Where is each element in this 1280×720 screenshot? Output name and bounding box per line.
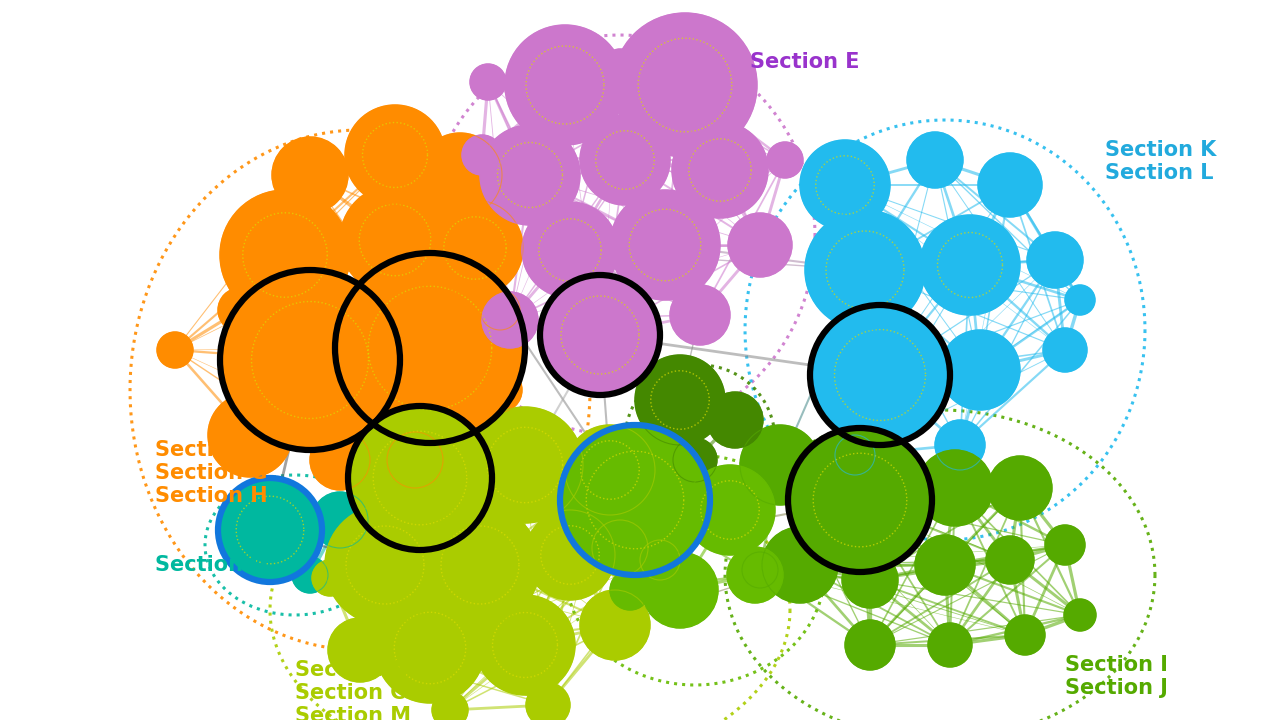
Circle shape <box>433 692 468 720</box>
Circle shape <box>1044 525 1085 565</box>
Circle shape <box>506 25 625 145</box>
Circle shape <box>916 450 993 526</box>
Text: Section A
Section C
Section M: Section A Section C Section M <box>294 660 411 720</box>
Circle shape <box>740 425 820 505</box>
Circle shape <box>480 290 520 330</box>
Circle shape <box>805 210 925 330</box>
Circle shape <box>742 552 778 588</box>
Circle shape <box>1005 615 1044 655</box>
Circle shape <box>685 465 774 555</box>
Circle shape <box>1027 232 1083 288</box>
Circle shape <box>611 570 650 610</box>
Circle shape <box>328 618 392 682</box>
Circle shape <box>767 142 803 178</box>
Circle shape <box>908 132 963 188</box>
Circle shape <box>335 253 525 443</box>
Circle shape <box>845 620 895 670</box>
Circle shape <box>420 505 540 625</box>
Circle shape <box>475 595 575 695</box>
Circle shape <box>561 425 710 575</box>
Circle shape <box>312 560 348 596</box>
Circle shape <box>986 536 1034 584</box>
Circle shape <box>611 190 719 300</box>
Circle shape <box>220 270 399 450</box>
Circle shape <box>604 49 636 81</box>
Circle shape <box>273 137 348 213</box>
Circle shape <box>525 510 614 600</box>
Circle shape <box>788 428 932 572</box>
Circle shape <box>673 438 717 482</box>
Circle shape <box>580 115 669 205</box>
Text: Section I
Section J: Section I Section J <box>1065 655 1167 698</box>
Circle shape <box>310 430 370 490</box>
Circle shape <box>467 407 582 523</box>
Circle shape <box>978 153 1042 217</box>
Circle shape <box>387 432 443 488</box>
Circle shape <box>643 552 718 628</box>
Circle shape <box>340 185 451 295</box>
Circle shape <box>669 285 730 345</box>
Circle shape <box>800 140 890 230</box>
Circle shape <box>346 105 445 205</box>
Circle shape <box>835 435 876 475</box>
Circle shape <box>934 420 986 470</box>
Circle shape <box>540 275 660 395</box>
Circle shape <box>220 190 349 320</box>
Text: Section E: Section E <box>750 52 859 72</box>
Circle shape <box>564 425 655 515</box>
Circle shape <box>218 478 323 582</box>
Circle shape <box>312 492 369 548</box>
Circle shape <box>483 292 538 348</box>
Circle shape <box>218 288 262 332</box>
Circle shape <box>480 125 580 225</box>
Circle shape <box>428 200 524 296</box>
Circle shape <box>1065 285 1094 315</box>
Circle shape <box>762 527 838 603</box>
Circle shape <box>1064 599 1096 631</box>
Circle shape <box>920 215 1020 315</box>
Circle shape <box>462 135 502 175</box>
Circle shape <box>727 547 783 603</box>
Circle shape <box>1043 328 1087 372</box>
Circle shape <box>613 13 756 157</box>
Text: Section D: Section D <box>155 555 268 575</box>
Circle shape <box>157 332 193 368</box>
Circle shape <box>477 368 522 412</box>
Circle shape <box>707 392 763 448</box>
Circle shape <box>375 593 485 703</box>
Circle shape <box>728 213 792 277</box>
Circle shape <box>325 505 445 625</box>
Circle shape <box>672 122 768 218</box>
Circle shape <box>470 64 506 100</box>
Circle shape <box>842 552 899 608</box>
Circle shape <box>580 590 650 660</box>
Circle shape <box>928 623 972 667</box>
Circle shape <box>810 305 950 445</box>
Circle shape <box>591 520 648 576</box>
Circle shape <box>419 133 502 217</box>
Circle shape <box>940 330 1020 410</box>
Circle shape <box>526 683 570 720</box>
Circle shape <box>522 202 618 298</box>
Circle shape <box>640 540 680 580</box>
Circle shape <box>207 393 292 477</box>
Circle shape <box>292 557 328 593</box>
Circle shape <box>635 355 724 445</box>
Circle shape <box>915 535 975 595</box>
Text: Section K
Section L: Section K Section L <box>1105 140 1216 183</box>
Circle shape <box>348 406 492 550</box>
Circle shape <box>988 456 1052 520</box>
Text: Section B
Section G
Section H: Section B Section G Section H <box>155 440 268 506</box>
